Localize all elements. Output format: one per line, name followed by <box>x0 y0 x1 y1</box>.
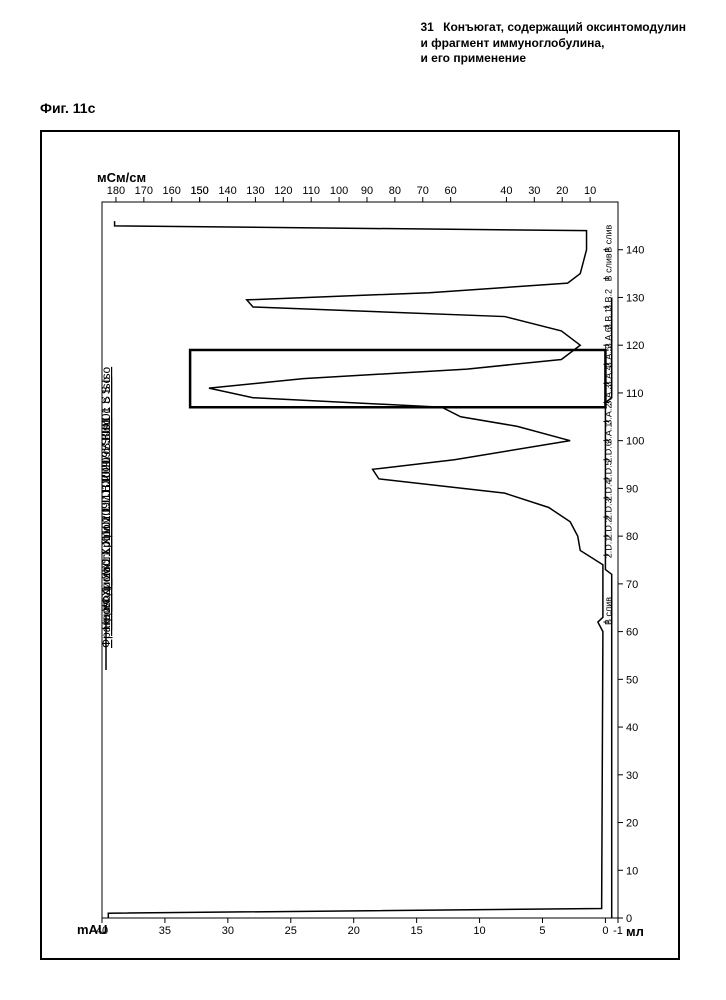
svg-text:70: 70 <box>626 579 638 591</box>
svg-text:60: 60 <box>626 627 638 639</box>
legend: УФ 1_280 Хром.1:LJ1102097 BJ001 c S IsoП… <box>99 367 113 670</box>
svg-text:20: 20 <box>556 185 568 197</box>
svg-text:100: 100 <box>626 436 644 448</box>
page-number: 31 <box>420 20 433 36</box>
svg-text:35: 35 <box>159 925 171 937</box>
svg-text:80: 80 <box>389 185 401 197</box>
svg-text:25: 25 <box>285 925 297 937</box>
fraction-label: 3.B.2 <box>603 289 613 310</box>
svg-text:90: 90 <box>361 185 373 197</box>
svg-text:120: 120 <box>274 185 292 197</box>
svg-text:40: 40 <box>500 185 512 197</box>
header-line-0: Конъюгат, содержащий оксинтомодулин <box>443 20 686 34</box>
svg-text:20: 20 <box>626 818 638 830</box>
chromatogram-chart: -1 0 5 10 15 20 25 30 35 40 mAU 10 20 30 40 150 60 70 80 90… <box>40 130 680 960</box>
fraction-label: 3.A.1 <box>603 423 613 444</box>
svg-text:mAU: mAU <box>77 922 107 937</box>
svg-text:110: 110 <box>626 388 644 400</box>
fraction-label: 3.B.1 <box>603 308 613 329</box>
fraction-label: В слив <box>603 253 613 281</box>
page-header: 31 Конъюгат, содержащий оксинтомодулин и… <box>420 20 686 67</box>
fraction-label: 3.A.5 <box>603 346 613 367</box>
svg-text:170: 170 <box>135 185 153 197</box>
svg-text:120: 120 <box>626 340 644 352</box>
svg-text:160: 160 <box>163 185 181 197</box>
selection-box <box>190 350 605 407</box>
svg-text:10: 10 <box>626 865 638 877</box>
fraction-label: 3.A.3 <box>603 384 613 405</box>
svg-text:140: 140 <box>626 245 644 257</box>
svg-text:60: 60 <box>445 185 457 197</box>
svg-text:мл: мл <box>626 924 644 939</box>
figure-label: Фиг. 11c <box>40 100 95 116</box>
svg-text:150: 150 <box>190 185 208 197</box>
svg-text:20: 20 <box>348 925 360 937</box>
svg-text:5: 5 <box>539 925 545 937</box>
fraction-label: В слив <box>603 597 613 625</box>
svg-text:70: 70 <box>417 185 429 197</box>
svg-text:100: 100 <box>330 185 348 197</box>
svg-text:130: 130 <box>246 185 264 197</box>
header-line-2: и его применение <box>420 51 526 65</box>
svg-text:40: 40 <box>626 722 638 734</box>
svg-text:50: 50 <box>626 674 638 686</box>
svg-text:180: 180 <box>107 185 125 197</box>
svg-text:90: 90 <box>626 483 638 495</box>
svg-text:-1: -1 <box>613 925 623 937</box>
svg-text:мСм/см: мСм/см <box>97 170 146 185</box>
svg-text:140: 140 <box>218 185 236 197</box>
svg-text:130: 130 <box>626 292 644 304</box>
svg-text:30: 30 <box>222 925 234 937</box>
svg-text:10: 10 <box>473 925 485 937</box>
svg-text:15: 15 <box>411 925 423 937</box>
svg-text:30: 30 <box>528 185 540 197</box>
svg-text:10: 10 <box>584 185 596 197</box>
svg-text:80: 80 <box>626 531 638 543</box>
fraction-label: 3.A.4 <box>603 365 613 386</box>
header-line-1: и фрагмент иммуноглобулина, <box>420 36 604 50</box>
svg-text:0: 0 <box>602 925 608 937</box>
uv-trace <box>108 221 603 918</box>
legend-item: Фракция Хром.1:LJ1102097 BJ001 c S Iso <box>99 418 113 648</box>
fraction-label: 3.A.6 <box>603 327 613 348</box>
fraction-label: В слив <box>603 224 613 252</box>
svg-text:110: 110 <box>302 185 320 197</box>
fraction-label: 3.A.2 <box>603 404 613 425</box>
svg-text:30: 30 <box>626 770 638 782</box>
